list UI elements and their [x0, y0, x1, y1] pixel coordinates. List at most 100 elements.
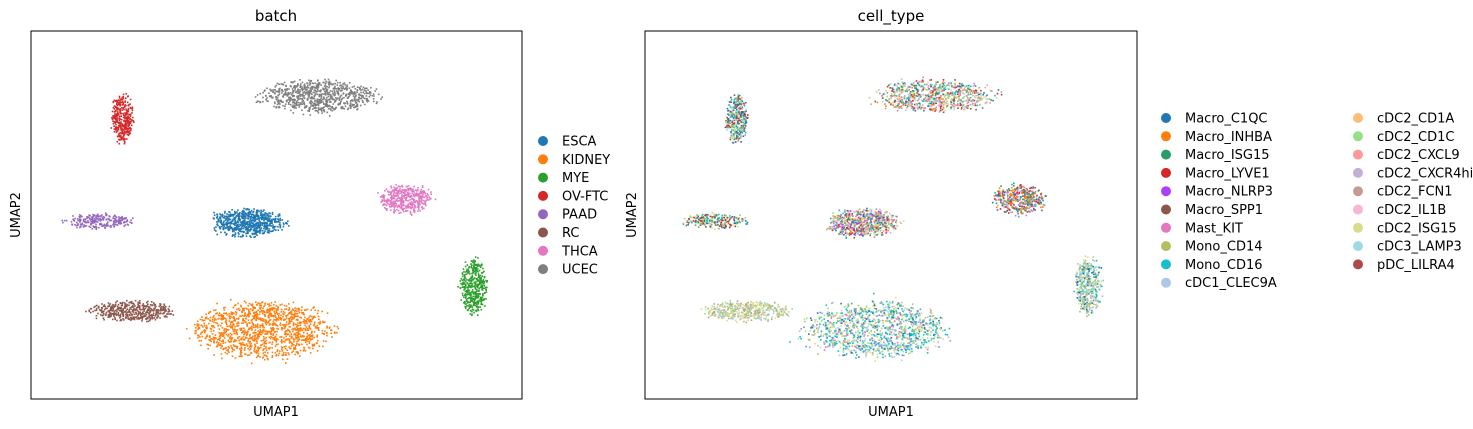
scatter-point — [311, 86, 314, 89]
scatter-point — [332, 92, 334, 95]
scatter-point — [124, 123, 127, 126]
scatter-point — [309, 352, 312, 354]
scatter-point — [476, 295, 478, 297]
scatter-point — [476, 300, 478, 303]
scatter-point — [477, 314, 479, 316]
scatter-point — [115, 123, 117, 126]
scatter-point — [402, 189, 404, 192]
scatter-point — [111, 116, 113, 119]
scatter-point — [259, 224, 262, 227]
scatter-point — [113, 117, 116, 119]
scatter-point — [245, 353, 247, 356]
scatter-point — [286, 223, 288, 225]
scatter-point — [240, 344, 242, 346]
scatter-point — [258, 304, 261, 307]
scatter-point — [137, 316, 140, 319]
scatter-point — [284, 311, 286, 314]
scatter-point — [252, 335, 254, 338]
scatter-point — [399, 190, 402, 192]
scatter-point — [363, 97, 366, 100]
scatter-point — [387, 200, 389, 202]
scatter-point — [268, 215, 271, 217]
scatter-point — [464, 305, 466, 308]
scatter-point — [120, 308, 122, 310]
scatter-point — [470, 304, 472, 306]
scatter-point — [852, 219, 854, 221]
scatter-point — [228, 313, 230, 315]
scatter-point — [120, 129, 122, 131]
scatter-point — [259, 92, 262, 95]
scatter-point — [262, 352, 265, 354]
scatter-point — [283, 346, 286, 348]
scatter-point — [237, 318, 240, 320]
scatter-point — [243, 221, 245, 224]
scatter-point — [130, 129, 132, 132]
scatter-point — [233, 332, 235, 334]
scatter-point — [308, 324, 310, 327]
scatter-point — [123, 106, 126, 108]
scatter-point — [256, 312, 258, 315]
scatter-point — [392, 197, 394, 200]
scatter-point — [483, 281, 486, 283]
scatter-point — [295, 101, 298, 104]
scatter-point — [283, 319, 285, 321]
scatter-point — [300, 317, 302, 319]
scatter-point — [472, 259, 475, 261]
scatter-point — [423, 191, 425, 194]
scatter-point — [235, 329, 237, 331]
scatter-point — [96, 213, 99, 216]
scatter-point — [421, 186, 424, 189]
scatter-point — [328, 107, 330, 110]
scatter-point — [290, 312, 293, 315]
scatter-point — [229, 211, 231, 214]
scatter-point — [290, 313, 293, 316]
scatter-point — [420, 191, 422, 194]
scatter-point — [172, 314, 175, 316]
scatter-point — [262, 310, 264, 313]
scatter-point — [102, 215, 105, 218]
scatter-point — [240, 338, 243, 341]
scatter-point — [256, 209, 259, 212]
scatter-point — [238, 223, 240, 226]
scatter-point — [238, 355, 241, 358]
scatter-point — [283, 324, 285, 326]
scatter-point — [343, 102, 345, 104]
scatter-point — [286, 93, 289, 96]
scatter-point — [304, 87, 306, 89]
scatter-point — [279, 224, 282, 226]
scatter-point — [65, 219, 68, 222]
scatter-point — [113, 131, 116, 133]
scatter-point — [223, 223, 226, 226]
scatter-point — [411, 190, 413, 193]
scatter-point — [201, 331, 204, 333]
scatter-point — [114, 312, 116, 315]
scatter-point — [268, 330, 271, 333]
scatter-point — [301, 343, 303, 346]
scatter-point — [260, 211, 262, 213]
scatter-point — [150, 313, 153, 316]
scatter-point — [284, 332, 287, 334]
scatter-point — [84, 221, 86, 224]
scatter-point — [401, 194, 403, 196]
scatter-point — [241, 210, 243, 213]
scatter-point — [848, 223, 850, 226]
scatter-point — [229, 223, 232, 225]
scatter-point — [303, 327, 305, 330]
scatter-point — [106, 307, 108, 310]
scatter-point — [119, 134, 121, 137]
scatter-point — [341, 97, 344, 100]
scatter-point — [344, 84, 346, 86]
scatter-point — [102, 317, 105, 319]
scatter-point — [302, 100, 304, 102]
scatter-point — [482, 271, 484, 274]
scatter-point — [412, 202, 414, 205]
scatter-point — [288, 308, 291, 311]
scatter-point — [236, 333, 239, 336]
scatter-point — [301, 89, 304, 92]
scatter-point — [477, 274, 480, 277]
scatter-point — [119, 217, 122, 219]
scatter-point — [323, 81, 325, 84]
scatter-point — [267, 227, 269, 230]
scatter-point — [247, 338, 250, 340]
scatter-point — [215, 341, 218, 344]
